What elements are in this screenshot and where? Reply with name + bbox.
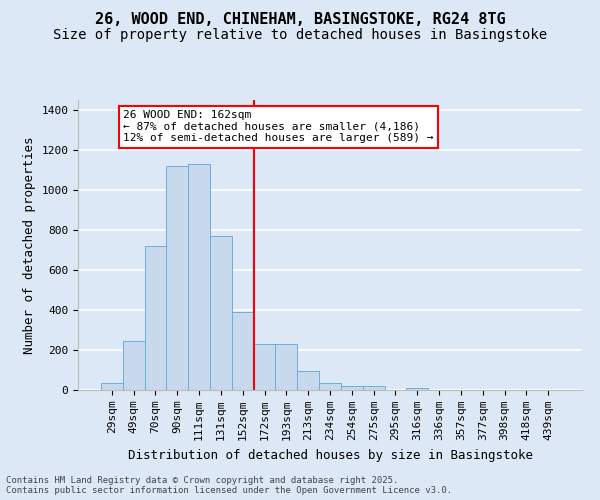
X-axis label: Distribution of detached houses by size in Basingstoke: Distribution of detached houses by size … (128, 448, 533, 462)
Bar (210, 236, 232, 390)
Bar (101, 383, 123, 390)
Text: Contains public sector information licensed under the Open Government Licence v3: Contains public sector information licen… (6, 486, 452, 495)
Bar (406, 388, 428, 390)
Bar (232, 312, 254, 390)
Bar (363, 386, 385, 390)
Y-axis label: Number of detached properties: Number of detached properties (23, 136, 36, 354)
Text: 26 WOOD END: 162sqm
← 87% of detached houses are smaller (4,186)
12% of semi-det: 26 WOOD END: 162sqm ← 87% of detached ho… (123, 110, 434, 143)
Bar (297, 371, 319, 390)
Bar (254, 344, 275, 390)
Bar (275, 344, 297, 390)
Text: 26, WOOD END, CHINEHAM, BASINGSTOKE, RG24 8TG: 26, WOOD END, CHINEHAM, BASINGSTOKE, RG2… (95, 12, 505, 28)
Text: Contains HM Land Registry data © Crown copyright and database right 2025.: Contains HM Land Registry data © Crown c… (6, 476, 398, 485)
Bar (319, 383, 341, 390)
Bar (123, 341, 145, 390)
Bar (341, 386, 363, 390)
Bar (188, 164, 210, 390)
Bar (166, 166, 188, 390)
Bar (145, 246, 166, 390)
Text: Size of property relative to detached houses in Basingstoke: Size of property relative to detached ho… (53, 28, 547, 42)
